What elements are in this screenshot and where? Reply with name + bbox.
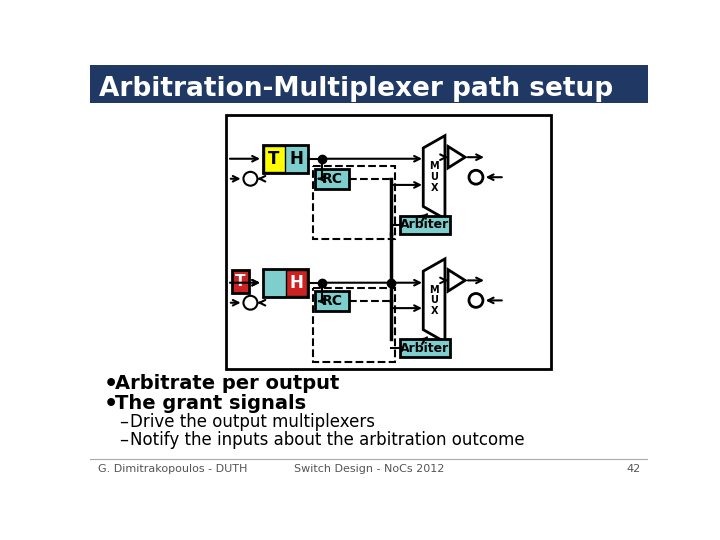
Text: Switch Design - NoCs 2012: Switch Design - NoCs 2012	[294, 464, 444, 474]
Bar	[400, 339, 449, 357]
Text: M
U
X: M U X	[429, 161, 439, 193]
Text: RC: RC	[321, 172, 342, 186]
Polygon shape	[423, 136, 445, 219]
Text: M
U
X: M U X	[429, 285, 439, 316]
Text: H: H	[289, 274, 303, 292]
Text: H: H	[289, 150, 303, 168]
Circle shape	[469, 170, 483, 184]
Text: Arbitrate per output: Arbitrate per output	[114, 374, 339, 393]
Text: Notify the inputs about the arbitration outcome: Notify the inputs about the arbitration …	[130, 431, 525, 449]
Polygon shape	[423, 259, 445, 342]
Bar	[264, 146, 284, 172]
Bar	[263, 145, 307, 173]
Text: 42: 42	[626, 464, 640, 474]
Bar	[286, 269, 307, 296]
Bar	[313, 166, 395, 239]
Text: •: •	[104, 374, 118, 394]
Text: Arbiter: Arbiter	[400, 219, 449, 232]
Text: G. Dimitrakopoulos - DUTH: G. Dimitrakopoulos - DUTH	[98, 464, 247, 474]
Bar	[232, 271, 249, 293]
Text: •: •	[104, 394, 118, 414]
Text: –: –	[120, 431, 128, 449]
Polygon shape	[448, 146, 465, 168]
Text: RC: RC	[321, 294, 342, 308]
Bar	[315, 291, 349, 311]
Bar	[400, 215, 449, 234]
Text: Drive the output multiplexers: Drive the output multiplexers	[130, 413, 375, 431]
Bar	[90, 65, 648, 103]
Bar	[315, 168, 349, 189]
Text: T: T	[268, 150, 279, 168]
Text: The grant signals: The grant signals	[114, 394, 306, 413]
Text: Arbiter: Arbiter	[400, 342, 449, 355]
Circle shape	[469, 294, 483, 307]
Text: T: T	[235, 274, 246, 289]
Bar	[225, 115, 551, 369]
Text: Arbitration-Multiplexer path setup: Arbitration-Multiplexer path setup	[99, 77, 613, 103]
Text: –: –	[120, 413, 128, 431]
Circle shape	[243, 296, 258, 309]
Bar	[263, 269, 307, 296]
Circle shape	[243, 172, 258, 186]
Bar	[313, 288, 395, 362]
Polygon shape	[448, 269, 465, 291]
